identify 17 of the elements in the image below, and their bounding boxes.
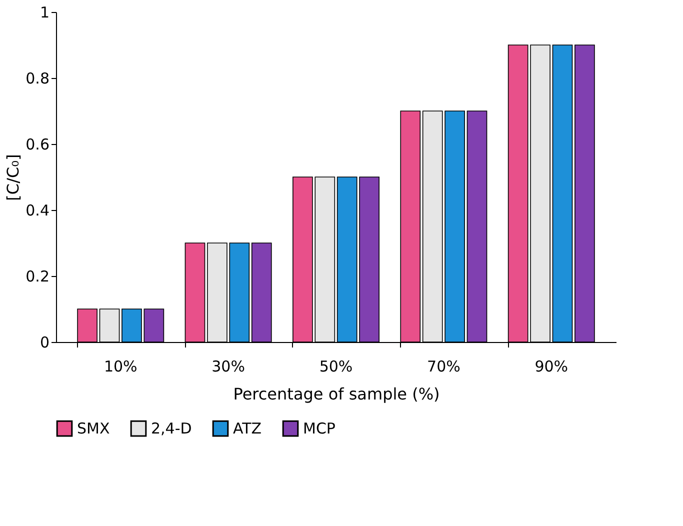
x-axis-title: Percentage of sample (%)	[233, 384, 440, 404]
x-tick-label: 90%	[534, 358, 568, 376]
legend-label: 2,4-D	[151, 420, 192, 438]
y-axis-title: [C/C₀]	[4, 154, 23, 201]
x-tick-label: 50%	[319, 358, 353, 376]
x-tick-label: 10%	[104, 358, 138, 376]
legend-label: SMX	[77, 420, 110, 438]
legend-label: ATZ	[233, 420, 262, 438]
y-tick-label: 0.6	[26, 136, 50, 154]
x-tick-label: 70%	[427, 358, 460, 376]
y-tick-label: 0.4	[26, 202, 50, 220]
legend-label: MCP	[303, 420, 336, 438]
y-tick-label: 0.8	[26, 70, 50, 88]
y-tick-label: 0	[40, 334, 50, 352]
x-tick-label: 30%	[212, 358, 245, 376]
y-tick-label: 1	[40, 4, 50, 22]
y-tick-label: 0.2	[26, 268, 50, 286]
